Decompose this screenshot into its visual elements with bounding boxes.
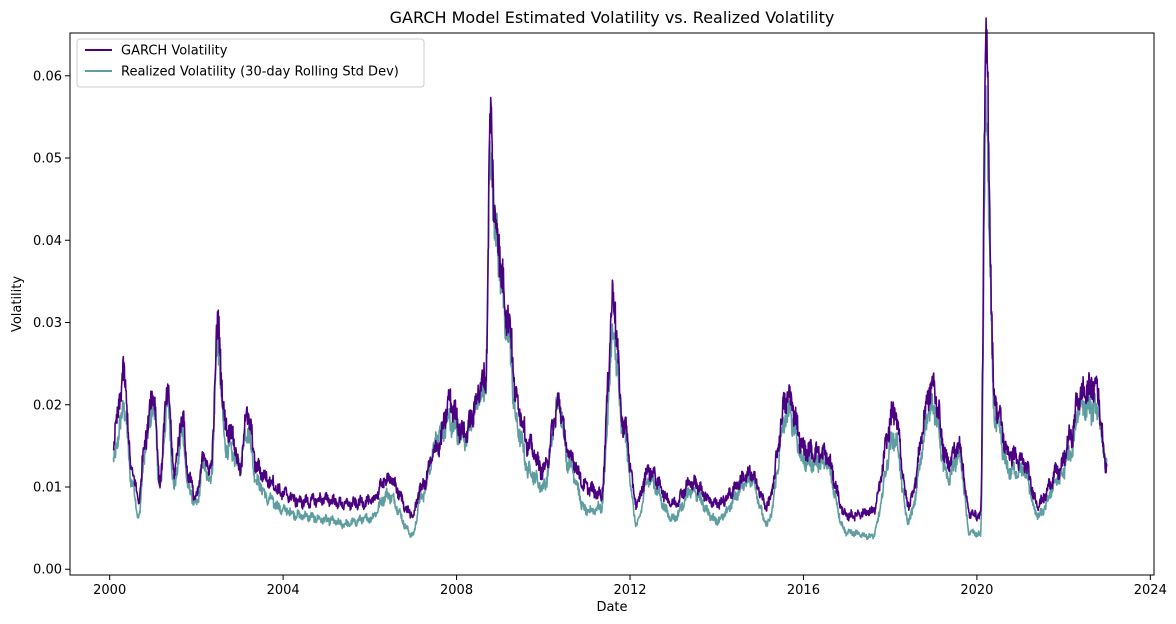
y-tick-label: 0.02: [33, 398, 62, 413]
series-line-realized: [112, 85, 1108, 541]
x-tick-label: 2008: [440, 583, 473, 598]
legend-label: Realized Volatility (30-day Rolling Std …: [121, 65, 399, 80]
x-tick-label: 2016: [787, 583, 820, 598]
y-tick-label: 0.05: [33, 152, 62, 167]
y-axis-label: Volatility: [10, 276, 25, 332]
series-line-garch: [112, 17, 1108, 522]
legend-label: GARCH Volatility: [121, 44, 228, 59]
x-tick-label: 2004: [267, 583, 300, 598]
plot-frame: [69, 32, 1155, 576]
y-tick-label: 0.04: [33, 234, 62, 249]
x-axis-label: Date: [596, 600, 627, 615]
legend-entries: GARCH Volatility Realized Volatility (30-…: [85, 44, 399, 80]
y-tick-label: 0.06: [33, 69, 62, 84]
chart-title: GARCH Model Estimated Volatility vs. Rea…: [390, 8, 835, 27]
x-tick-label: 2024: [1134, 583, 1167, 598]
plot-area: [69, 17, 1155, 576]
y-tick-label: 0.00: [33, 563, 62, 578]
y-axis-ticks: 0.00 0.01 0.02 0.03 0.04 0.05 0.06: [33, 69, 70, 578]
x-tick-label: 2020: [960, 583, 993, 598]
x-axis-ticks: 2000 2004 2008 2012 2016 2020 2024: [93, 575, 1167, 598]
y-tick-label: 0.01: [33, 480, 62, 495]
x-tick-label: 2012: [613, 583, 646, 598]
legend: GARCH Volatility Realized Volatility (30-…: [76, 38, 425, 88]
series-layer: [112, 17, 1108, 541]
y-tick-label: 0.03: [33, 316, 62, 331]
legend-box: [76, 38, 425, 88]
x-tick-label: 2000: [93, 583, 126, 598]
